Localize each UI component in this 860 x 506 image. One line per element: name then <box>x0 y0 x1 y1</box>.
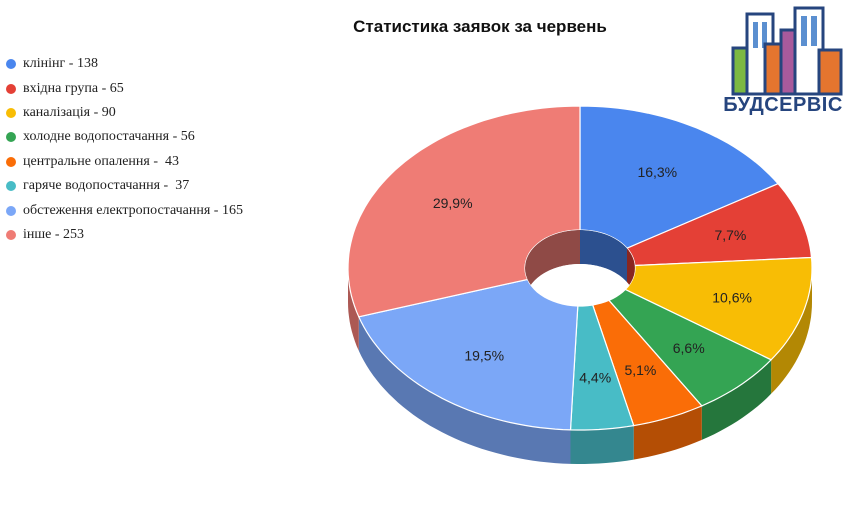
legend-swatch <box>6 59 16 70</box>
pie-slice <box>626 182 813 267</box>
legend-swatch <box>6 107 16 118</box>
legend-swatch <box>6 205 16 216</box>
slice-side <box>771 268 812 394</box>
slice-label: 29,9% <box>433 195 473 211</box>
legend-item: гаряче водопостачання - 37 <box>6 174 243 198</box>
legend-label: каналізація - 90 <box>23 104 116 120</box>
legend-label: інше - 253 <box>23 226 85 242</box>
slice-label: 4,4% <box>579 370 611 386</box>
legend: клінінг - 138 вхідна група - 65 каналізаці… <box>6 52 243 247</box>
legend-swatch <box>6 132 16 143</box>
logo-text: БУДСЕРВІС <box>723 94 843 116</box>
chart-title: Статистика заявок за червень <box>353 17 607 36</box>
legend-item: інше - 253 <box>6 223 243 247</box>
hole-wall <box>580 230 627 283</box>
pie-slice <box>347 105 581 318</box>
slice-side <box>570 425 634 464</box>
legend-label: холодне водопостачання - 56 <box>23 129 195 145</box>
hole-wall <box>525 230 580 302</box>
legend-item: центральне опалення - 43 <box>6 150 243 174</box>
slice-side <box>348 268 359 351</box>
legend-swatch <box>6 83 16 94</box>
legend-label: центральне опалення - 43 <box>23 153 180 169</box>
legend-item: каналізація - 90 <box>6 101 243 125</box>
slice-side <box>633 405 702 460</box>
legend-item: вхідна група - 65 <box>6 76 243 100</box>
legend-label: вхідна група - 65 <box>23 80 124 96</box>
slice-label: 5,1% <box>624 362 656 378</box>
pie-hole <box>525 230 635 302</box>
legend-item: холодне водопостачання - 56 <box>6 125 243 149</box>
legend-item: обстеження електропостачання - 165 <box>6 198 243 222</box>
legend-item: клінінг - 138 <box>6 52 243 76</box>
legend-label: обстеження електропостачання - 165 <box>23 202 243 218</box>
slice-label: 16,3% <box>637 164 677 180</box>
legend-label: клінінг - 138 <box>23 56 98 72</box>
legend-label: гаряче водопостачання - 37 <box>23 178 190 194</box>
hole-floor <box>525 264 635 306</box>
slice-side <box>701 359 772 440</box>
pie-slice <box>624 256 813 361</box>
legend-swatch <box>6 181 16 192</box>
slice-label: 7,7% <box>714 227 746 243</box>
slice-label: 10,6% <box>712 289 752 305</box>
buildings-logo-icon <box>731 6 843 96</box>
slice-label: 6,6% <box>673 340 705 356</box>
slice-label: 19,5% <box>464 348 504 364</box>
pie-sides <box>348 268 812 464</box>
legend-swatch <box>6 156 16 167</box>
slice-side <box>358 316 571 464</box>
legend-swatch <box>6 229 16 240</box>
pie-top <box>347 105 813 431</box>
